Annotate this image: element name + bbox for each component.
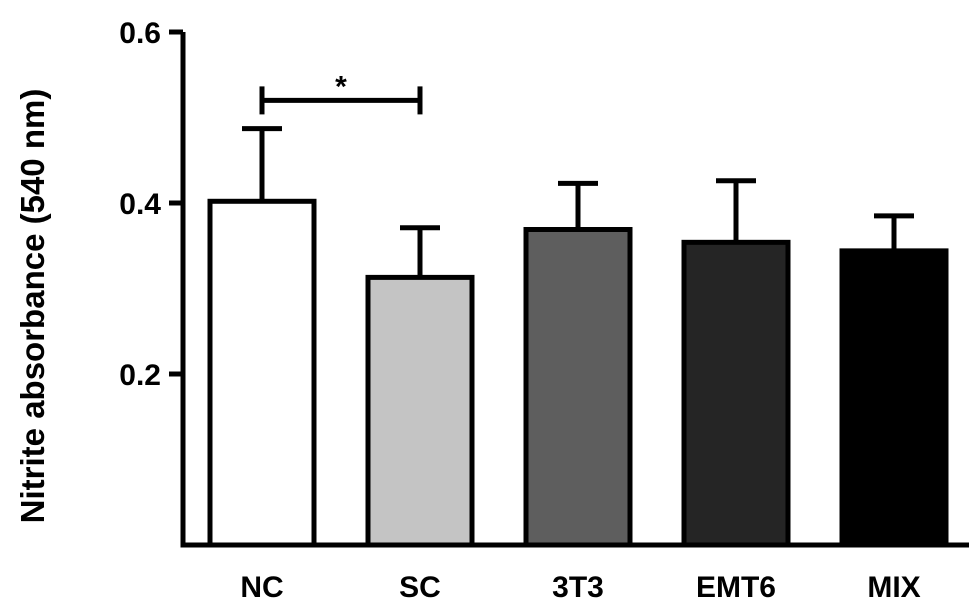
bar-emt6 (681, 239, 791, 548)
bar-mix (839, 248, 949, 548)
y-tick-label-0.4: 0.4 (119, 188, 161, 221)
y-axis-title: Nitrite absorbance (540 nm) (14, 89, 51, 524)
significance-layer: * (259, 70, 423, 115)
x-tick-label-sc: SC (399, 571, 441, 604)
bar-sc (365, 274, 475, 548)
bar-nc (207, 198, 317, 548)
y-tick-label-0.6: 0.6 (119, 17, 161, 50)
labels-layer: NC SC 3T3 EMT6 MIX 0.2 0.4 0.6 (119, 17, 920, 604)
bars-layer (207, 198, 949, 548)
x-tick-label-nc: NC (240, 571, 283, 604)
bar-3t3 (523, 227, 633, 548)
significance-star: * (335, 70, 347, 103)
x-tick-label-3t3: 3T3 (552, 571, 604, 604)
x-tick-label-emt6: EMT6 (696, 571, 776, 604)
x-tick-label-mix: MIX (867, 571, 920, 604)
y-tick-label-0.2: 0.2 (119, 359, 161, 392)
axes-layer (169, 29, 969, 548)
error-bars-layer (242, 126, 914, 278)
